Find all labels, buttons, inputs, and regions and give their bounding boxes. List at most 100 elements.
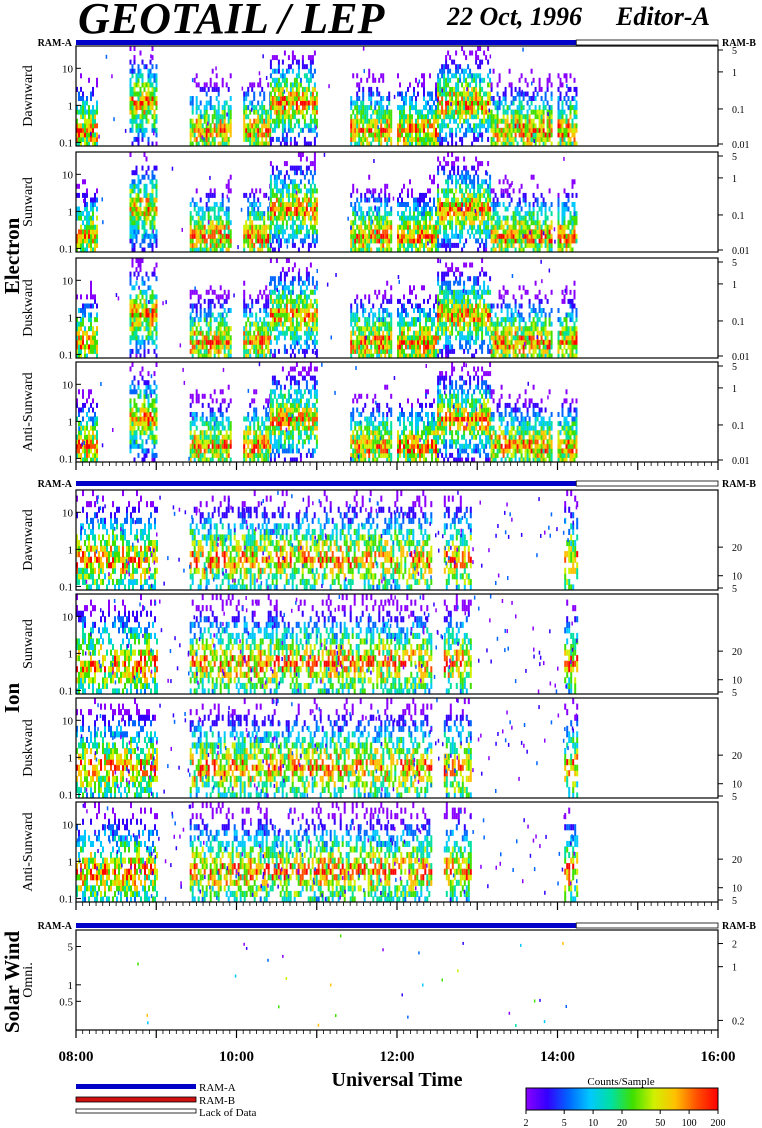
- spectrogram-cell: [526, 141, 529, 147]
- spectrogram-cell: [299, 344, 302, 350]
- spectrogram-cell: [271, 105, 274, 111]
- spectrogram-cell: [251, 123, 254, 129]
- spectrogram-cell: [111, 74, 113, 79]
- spectrogram-cell: [295, 190, 298, 195]
- spectrogram-cell: [275, 312, 278, 318]
- spectrogram-cell: [301, 170, 304, 176]
- spectrogram-cell: [532, 118, 535, 124]
- spectrogram-cell: [461, 109, 464, 115]
- spectrogram-cell: [366, 224, 369, 230]
- spectrogram-cell: [267, 348, 270, 354]
- spectrogram-cell: [139, 344, 142, 350]
- spectrogram-cell: [465, 127, 468, 133]
- spectrogram-cell: [269, 220, 272, 226]
- spectrogram-cell: [487, 136, 490, 142]
- spectrogram-cell: [249, 242, 252, 248]
- spectrogram-cell: [506, 238, 509, 244]
- spectrogram-cell: [305, 86, 308, 92]
- spectrogram-cell: [419, 136, 421, 142]
- spectrogram-cell: [257, 298, 260, 304]
- spectrogram-cell: [279, 105, 282, 111]
- spectrogram-cell: [243, 280, 246, 286]
- spectrogram-cell: [457, 211, 460, 217]
- spectrogram-cell: [506, 188, 509, 194]
- spectrogram-cell: [498, 100, 501, 106]
- spectrogram-cell: [265, 132, 268, 138]
- spectrogram-cell: [372, 132, 375, 138]
- spectrogram-cell: [149, 91, 152, 97]
- spectrogram-cell: [358, 224, 361, 230]
- spectrogram-cell: [439, 109, 442, 115]
- spectrogram-cell: [455, 242, 458, 248]
- spectrogram-cell: [526, 132, 529, 138]
- spectrogram-cell: [447, 109, 450, 115]
- spectrogram-cell: [350, 247, 353, 253]
- spectrogram-cell: [287, 91, 290, 97]
- spectrogram-cell: [151, 174, 154, 180]
- spectrogram-cell: [374, 233, 377, 239]
- spectrogram-cell: [251, 298, 254, 304]
- spectrogram-cell: [459, 220, 462, 226]
- spectrogram-cell: [530, 238, 533, 244]
- spectrogram-cell: [461, 192, 464, 198]
- spectrogram-cell: [217, 220, 220, 226]
- spectrogram-cell: [477, 215, 480, 221]
- spectrogram-cell: [378, 127, 381, 133]
- spectrogram-cell: [354, 247, 357, 253]
- spectrogram-cell: [496, 123, 499, 129]
- spectrogram-cell: [267, 132, 270, 138]
- spectrogram-cell: [255, 348, 258, 354]
- spectrogram-cell: [390, 233, 393, 239]
- spectrogram-cell: [135, 211, 138, 217]
- spectrogram-cell: [289, 91, 292, 97]
- spectrogram-cell: [92, 348, 94, 354]
- spectrogram-cell: [522, 96, 525, 101]
- spectrogram-cell: [522, 215, 525, 221]
- spectrogram-cell: [207, 335, 210, 341]
- spectrogram-cell: [155, 118, 158, 124]
- spectrogram-cell: [435, 206, 437, 212]
- spectrogram-cell: [88, 123, 90, 129]
- spectrogram-cell: [305, 109, 308, 115]
- spectrogram-cell: [137, 271, 140, 277]
- spectrogram-cell: [390, 224, 393, 230]
- spectrogram-cell: [409, 229, 411, 235]
- spectrogram-cell: [291, 215, 294, 221]
- spectrogram-cell: [528, 242, 531, 248]
- main-title: GEOTAIL / LEP: [78, 0, 386, 43]
- spectrogram-cell: [500, 127, 503, 133]
- spectrogram-cell: [466, 87, 468, 92]
- spectrogram-cell: [96, 339, 98, 345]
- spectrogram-cell: [506, 220, 509, 226]
- spectrogram-cell: [249, 353, 252, 359]
- spectrogram-cell: [96, 317, 98, 323]
- spectrogram-cell: [405, 215, 407, 221]
- spectrogram-cell: [485, 188, 488, 194]
- spectrogram-cell: [225, 220, 228, 226]
- spectrogram-cell: [559, 118, 562, 124]
- spectrogram-cell: [247, 233, 250, 239]
- spectrogram-cell: [496, 91, 499, 97]
- spectrogram-cell: [133, 46, 136, 51]
- spectrogram-cell: [421, 127, 423, 133]
- spectrogram-cell: [96, 188, 98, 194]
- spectrogram-cell: [489, 229, 492, 235]
- spectrogram-cell: [370, 141, 373, 147]
- spectrogram-cell: [356, 105, 359, 111]
- spectrogram-cell: [205, 348, 208, 354]
- spectrogram-cell: [565, 123, 568, 129]
- spectrogram-cell: [465, 82, 468, 88]
- spectrogram-cell: [475, 136, 478, 142]
- spectrogram-cell: [496, 132, 499, 138]
- spectrogram-cell: [309, 55, 312, 61]
- spectrogram-cell: [481, 220, 484, 226]
- spectrogram-cell: [88, 220, 90, 226]
- spectrogram-cell: [211, 86, 214, 92]
- spectrogram-cell: [80, 127, 82, 133]
- spectrogram-cell: [429, 247, 431, 253]
- spectrogram-cell: [477, 211, 480, 217]
- spectrogram-cell: [303, 118, 306, 124]
- spectrogram-cell: [550, 109, 553, 115]
- spectrogram-cell: [253, 339, 256, 345]
- spectrogram-cell: [471, 206, 474, 212]
